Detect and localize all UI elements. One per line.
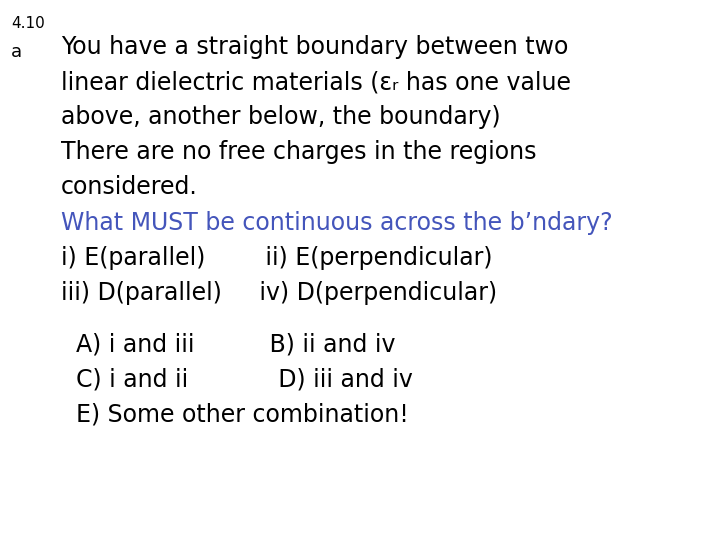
Text: What MUST be continuous across the b’ndary?: What MUST be continuous across the b’nda…: [61, 211, 613, 234]
Text: i) E(parallel)        ii) E(perpendicular): i) E(parallel) ii) E(perpendicular): [61, 246, 492, 269]
Text: iii) D(parallel)     iv) D(perpendicular): iii) D(parallel) iv) D(perpendicular): [61, 281, 498, 305]
Text: There are no free charges in the regions: There are no free charges in the regions: [61, 140, 536, 164]
Text: You have a straight boundary between two: You have a straight boundary between two: [61, 35, 569, 59]
Text: 4.10: 4.10: [11, 16, 45, 31]
Text: C) i and ii            D) iii and iv: C) i and ii D) iii and iv: [76, 367, 413, 391]
Text: A) i and iii          B) ii and iv: A) i and iii B) ii and iv: [76, 332, 395, 356]
Text: above, another below, the boundary): above, another below, the boundary): [61, 105, 501, 129]
Text: a: a: [11, 43, 22, 61]
Text: considered.: considered.: [61, 176, 198, 199]
Text: linear dielectric materials (εᵣ has one value: linear dielectric materials (εᵣ has one …: [61, 70, 571, 94]
Text: E) Some other combination!: E) Some other combination!: [76, 402, 408, 426]
